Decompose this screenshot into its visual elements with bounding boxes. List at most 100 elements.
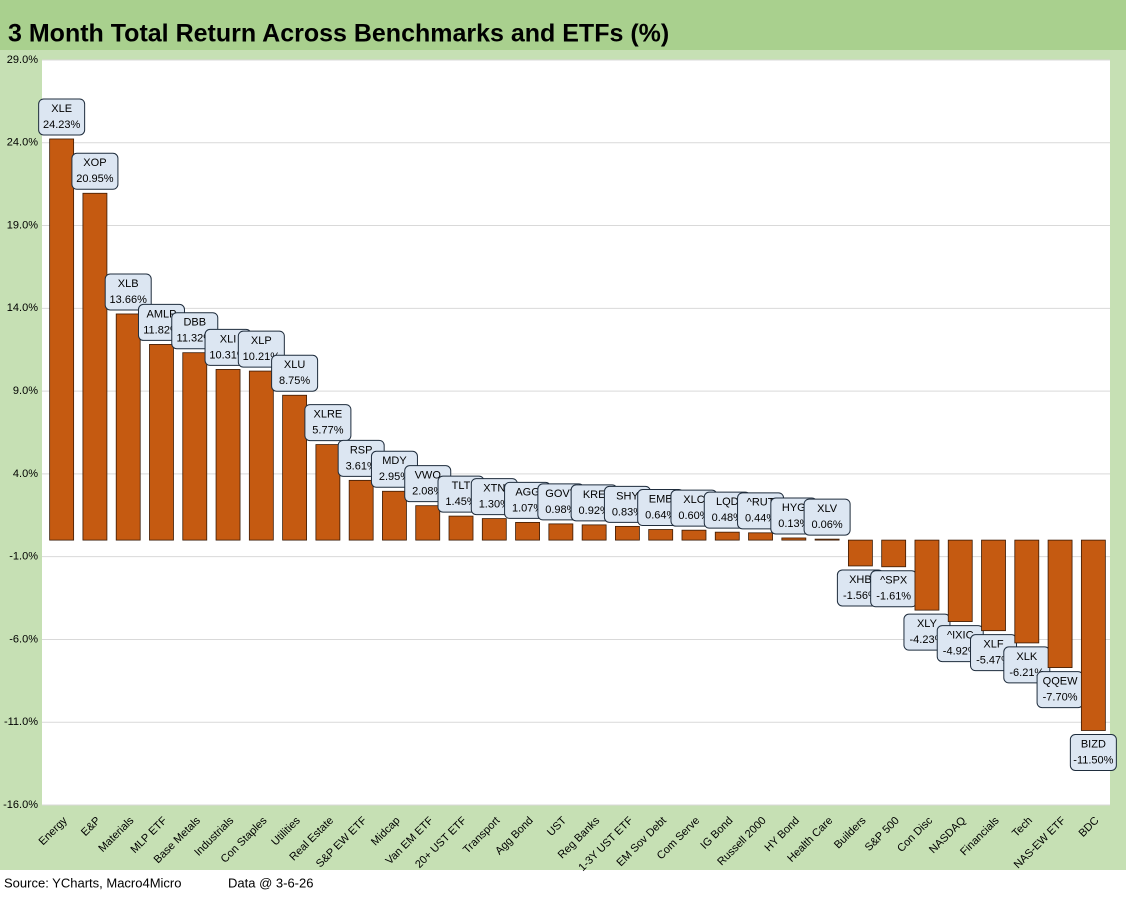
data-label-ticker: RSP xyxy=(350,444,373,456)
data-label-value: 11.32% xyxy=(177,333,214,345)
data-label-value: 10.31% xyxy=(209,349,247,361)
bar xyxy=(748,532,773,541)
bar xyxy=(914,539,940,611)
data-label-value: 0.44% xyxy=(745,513,776,525)
bar xyxy=(115,313,141,541)
data-label-box xyxy=(271,354,319,392)
data-label-ticker: XTN xyxy=(483,482,505,494)
y-tick-label: 19.0% xyxy=(7,219,38,231)
data-label-value: 0.92% xyxy=(579,505,610,517)
data-label-box xyxy=(304,404,352,442)
data-label-ticker: XLY xyxy=(917,618,938,630)
y-tick-label: -16.0% xyxy=(3,799,38,811)
bar xyxy=(415,505,441,541)
data-label: ^SPX -1.61% xyxy=(870,570,918,608)
data-label-ticker: MDY xyxy=(382,455,407,467)
data-label-ticker: XLI xyxy=(220,333,237,345)
data-label-ticker: KRE xyxy=(583,489,606,501)
bar xyxy=(448,515,474,541)
data-label-value: -6.21% xyxy=(1009,667,1044,679)
bar xyxy=(548,523,574,541)
bar xyxy=(981,539,1006,632)
data-label-box xyxy=(803,498,851,536)
data-label-box xyxy=(71,152,119,190)
bar xyxy=(149,344,174,541)
bar xyxy=(215,369,241,541)
data-label-value: 3.61% xyxy=(346,460,377,472)
bar xyxy=(82,192,108,541)
y-tick-label: 24.0% xyxy=(7,137,38,149)
data-label-ticker: XLP xyxy=(251,335,272,347)
bar xyxy=(1047,539,1073,668)
data-label-value: 5.77% xyxy=(312,424,343,436)
y-tick-label: 4.0% xyxy=(13,468,38,480)
data-label: XLE 24.23% xyxy=(38,98,86,136)
data-label-value: -7.70% xyxy=(1043,691,1078,703)
bar xyxy=(481,518,507,541)
data-label-value: 8.75% xyxy=(279,375,310,387)
y-tick-label: 9.0% xyxy=(13,385,38,397)
data-label-value: 13.66% xyxy=(110,294,148,306)
bar xyxy=(1080,539,1106,731)
data-label-ticker: ^RUT xyxy=(747,497,775,509)
data-label-value: 1.07% xyxy=(512,502,543,514)
data-label-ticker: AMLP xyxy=(147,308,177,320)
data-label-value: 11.82% xyxy=(143,324,180,336)
bar xyxy=(315,444,341,541)
data-label-value: 0.06% xyxy=(812,519,843,531)
data-label-value: 10.21% xyxy=(243,351,281,363)
data-label-ticker: XLK xyxy=(1016,651,1037,663)
data-label-ticker: XLF xyxy=(983,639,1003,651)
data-label-value: -1.56% xyxy=(843,590,878,602)
bar xyxy=(847,539,873,567)
data-label-box xyxy=(104,273,152,311)
data-label-value: 0.83% xyxy=(612,506,643,518)
data-label-ticker: XLRE xyxy=(314,408,343,420)
data-note: Data @ 3-6-26 xyxy=(228,875,313,890)
data-label-ticker: SHY xyxy=(616,490,639,502)
bar xyxy=(182,352,208,541)
data-label-value: 1.30% xyxy=(479,498,510,510)
y-tick-label: 29.0% xyxy=(7,54,38,66)
y-tick-label: -6.0% xyxy=(9,633,38,645)
data-label-value: 0.48% xyxy=(712,512,743,524)
data-label-ticker: QQEW xyxy=(1043,675,1078,687)
bar xyxy=(881,539,907,568)
data-label-box xyxy=(38,98,86,136)
chart-title: 3 Month Total Return Across Benchmarks a… xyxy=(8,20,669,48)
data-label-ticker: ^SPX xyxy=(880,575,908,587)
data-label-ticker: TLT xyxy=(452,480,471,492)
data-label-ticker: AGG xyxy=(515,486,539,498)
data-label-value: 0.64% xyxy=(645,509,676,521)
bar xyxy=(615,525,640,541)
bar xyxy=(1014,539,1040,644)
data-label-ticker: VWO xyxy=(415,470,442,482)
data-label-value: -1.61% xyxy=(876,591,911,603)
data-label-ticker: DBB xyxy=(183,317,206,329)
data-label-value: 0.98% xyxy=(545,504,576,516)
data-label-ticker: XLC xyxy=(683,494,704,506)
data-label: XLB 13.66% xyxy=(104,273,152,311)
bar xyxy=(348,479,374,541)
data-label: XOP 20.95% xyxy=(71,152,119,190)
data-label-value: 20.95% xyxy=(76,173,114,185)
data-label-ticker: XLB xyxy=(118,278,139,290)
data-label: QQEW -7.70% xyxy=(1036,671,1084,709)
bar xyxy=(681,529,707,541)
data-label-ticker: XLE xyxy=(51,103,72,115)
data-label-box xyxy=(1069,734,1117,771)
data-label-value: 0.60% xyxy=(678,510,709,522)
y-tick-label: -11.0% xyxy=(4,716,38,728)
bar xyxy=(382,490,407,541)
data-label-ticker: XHB xyxy=(849,574,872,586)
bar xyxy=(248,370,274,541)
y-tick-label: -1.0% xyxy=(9,551,38,563)
bar xyxy=(49,138,75,541)
bar xyxy=(714,531,740,541)
data-label-value: -11.50% xyxy=(1073,754,1113,766)
data-label-ticker: GOVT xyxy=(545,488,576,500)
data-label-value: -4.23% xyxy=(910,634,945,646)
bar xyxy=(781,537,807,541)
data-label-ticker: HYG xyxy=(782,502,806,514)
